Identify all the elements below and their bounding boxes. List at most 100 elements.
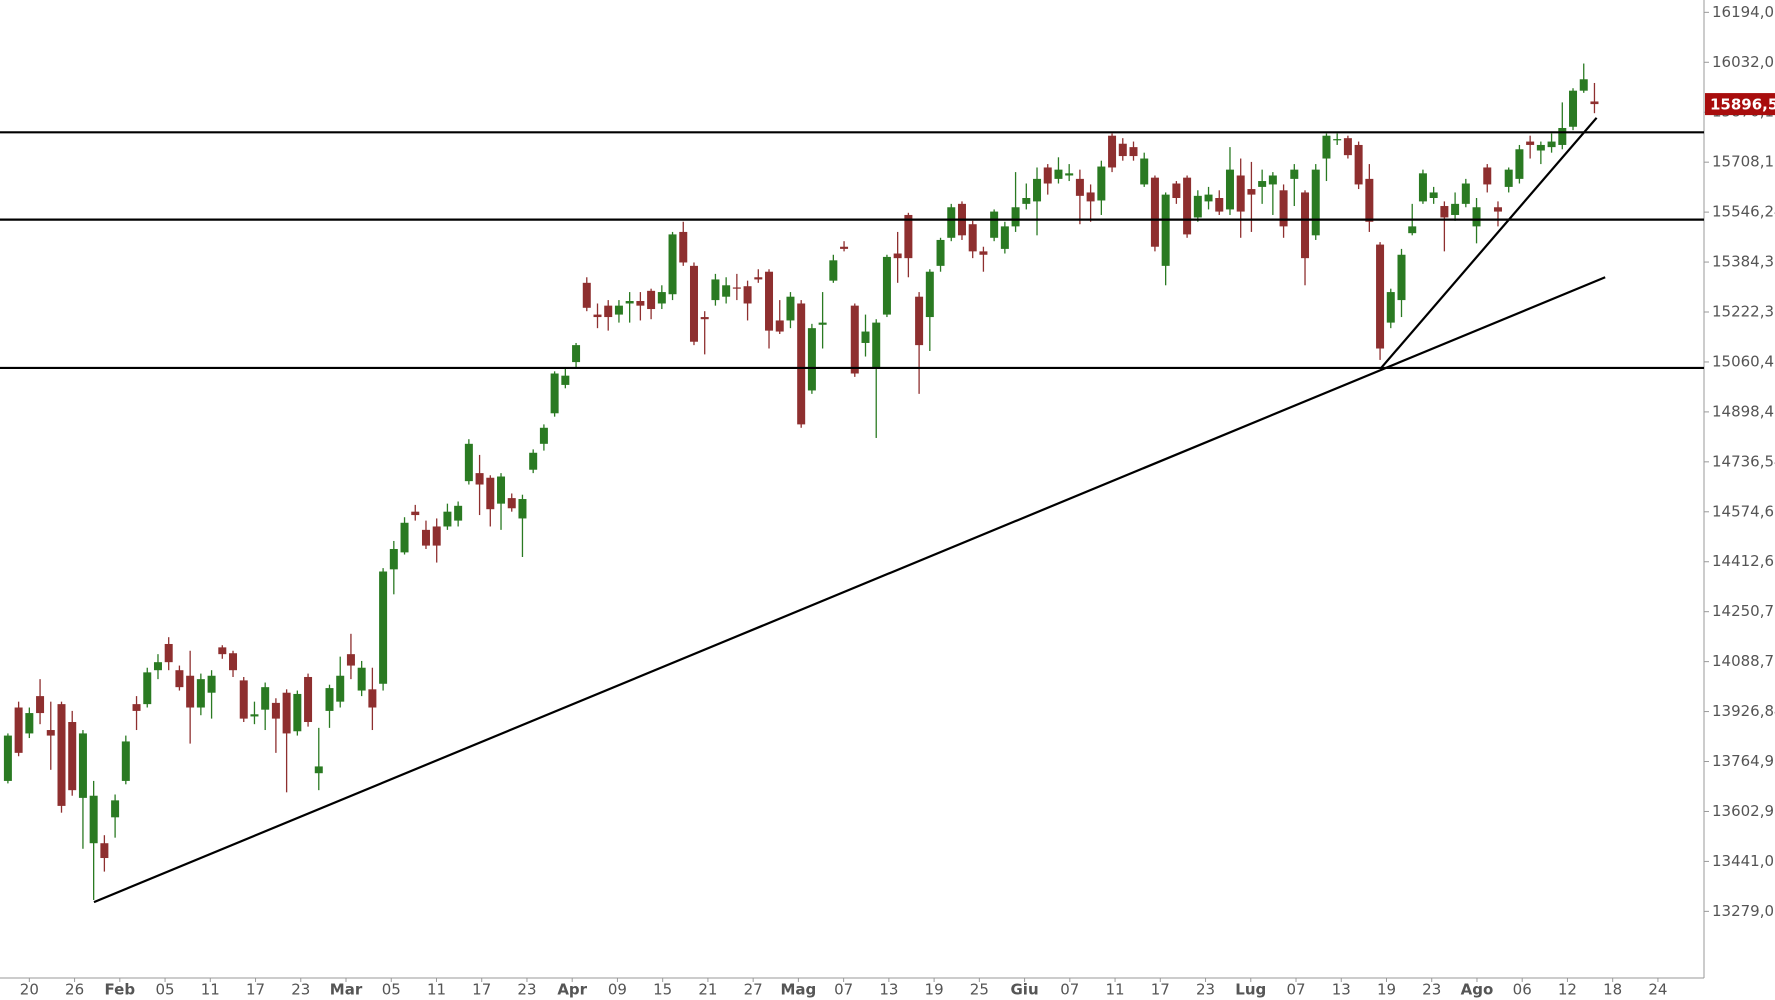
candle-body bbox=[196, 679, 205, 708]
candle-body bbox=[1172, 183, 1181, 199]
x-tick-label: 15 bbox=[653, 981, 672, 999]
y-tick-label: 16032,06 bbox=[1712, 53, 1775, 71]
candle-body bbox=[507, 498, 516, 509]
candle-body bbox=[379, 571, 388, 684]
candle-body bbox=[561, 375, 570, 385]
candle-body bbox=[1065, 173, 1074, 176]
candle-body bbox=[1000, 226, 1009, 249]
candle-body bbox=[700, 317, 709, 320]
y-tick-label: 14898,48 bbox=[1712, 402, 1775, 420]
candle-body bbox=[722, 285, 731, 297]
candle-body bbox=[46, 730, 55, 736]
candle-body bbox=[282, 692, 291, 734]
candle-body bbox=[304, 676, 313, 723]
candle-body bbox=[250, 714, 259, 717]
candle-body bbox=[293, 693, 302, 732]
candle-body bbox=[207, 675, 216, 693]
candle-body bbox=[818, 322, 827, 325]
x-tick-label: 11 bbox=[201, 981, 220, 999]
y-tick-label: 15546,24 bbox=[1712, 203, 1775, 221]
x-tick-label: 06 bbox=[1513, 981, 1532, 999]
y-tick-label: 13926,84 bbox=[1712, 702, 1775, 720]
x-tick-label: Feb bbox=[105, 981, 136, 999]
x-tick-label: 05 bbox=[156, 981, 175, 999]
candle-body bbox=[89, 795, 98, 844]
y-tick-label: 13764,90 bbox=[1712, 752, 1775, 770]
y-tick-label: 15708,18 bbox=[1712, 153, 1775, 171]
candle-body bbox=[797, 303, 806, 425]
candle-body bbox=[968, 224, 977, 252]
candle-body bbox=[1236, 175, 1245, 212]
candle-body bbox=[614, 305, 623, 315]
candle-body bbox=[1118, 143, 1127, 157]
x-tick-label: 19 bbox=[1377, 981, 1396, 999]
x-tick-label: 24 bbox=[1648, 981, 1667, 999]
y-tick-label: 13441,02 bbox=[1712, 852, 1775, 870]
candle-body bbox=[1569, 90, 1578, 127]
candle-body bbox=[143, 672, 152, 705]
x-tick-label: 13 bbox=[879, 981, 898, 999]
y-tick-label: 14574,60 bbox=[1712, 502, 1775, 520]
candle-body bbox=[164, 643, 173, 663]
x-tick-label: 17 bbox=[472, 981, 491, 999]
candle-body bbox=[1354, 144, 1363, 185]
candle-body bbox=[57, 704, 66, 806]
candle-body bbox=[625, 301, 634, 304]
candle-body bbox=[636, 301, 645, 306]
candle-body bbox=[132, 704, 141, 711]
candle-body bbox=[882, 256, 891, 315]
candle-body bbox=[357, 667, 366, 691]
x-tick-label: 18 bbox=[1603, 981, 1622, 999]
candle-body bbox=[239, 680, 248, 719]
x-tick-label: Apr bbox=[557, 981, 587, 999]
candle-body bbox=[872, 322, 881, 369]
candle-body bbox=[261, 687, 270, 710]
candle-body bbox=[3, 735, 12, 781]
candle-body bbox=[218, 647, 227, 655]
candle-body bbox=[1301, 192, 1310, 259]
candle-body bbox=[1311, 169, 1320, 236]
candle-body bbox=[421, 529, 430, 546]
candle-body bbox=[78, 733, 87, 798]
x-tick-label: 11 bbox=[427, 981, 446, 999]
x-tick-label: 09 bbox=[608, 981, 627, 999]
candle-body bbox=[1022, 198, 1031, 204]
candle-body bbox=[1140, 158, 1149, 185]
trendline bbox=[93, 276, 1606, 904]
candle-body bbox=[647, 290, 656, 310]
candle-body bbox=[1054, 169, 1063, 179]
candle-body bbox=[1043, 167, 1052, 184]
x-tick-label: 17 bbox=[246, 981, 265, 999]
candle-body bbox=[1397, 254, 1406, 301]
candle-body bbox=[904, 214, 913, 259]
candle-body bbox=[572, 345, 581, 363]
candle-body bbox=[1472, 207, 1481, 227]
candle-body bbox=[582, 282, 591, 308]
candle-body bbox=[1483, 167, 1492, 185]
candle-body bbox=[14, 707, 23, 753]
candle-body bbox=[1129, 147, 1138, 157]
last-price-label: 15896,50 bbox=[1710, 96, 1775, 114]
candle-body bbox=[1429, 192, 1438, 199]
x-tick-label: 21 bbox=[698, 981, 717, 999]
candle-body bbox=[657, 292, 666, 304]
candle-body bbox=[604, 305, 613, 318]
x-tick-label: 07 bbox=[834, 981, 853, 999]
candle-body bbox=[1408, 226, 1417, 234]
candle-body bbox=[1440, 206, 1449, 218]
x-tick-label: 23 bbox=[1196, 981, 1215, 999]
x-tick-label: Giu bbox=[1011, 981, 1039, 999]
candle-body bbox=[400, 522, 409, 553]
y-tick-label: 15060,42 bbox=[1712, 352, 1775, 370]
y-tick-label: 15222,36 bbox=[1712, 303, 1775, 321]
candle-body bbox=[1268, 175, 1277, 185]
candle-body bbox=[979, 251, 988, 255]
y-tick-label: 13602,96 bbox=[1712, 802, 1775, 820]
candle-body bbox=[100, 843, 109, 859]
candle-body bbox=[153, 662, 162, 671]
candle-body bbox=[1333, 139, 1342, 141]
candle-body bbox=[1108, 135, 1117, 168]
candle-body bbox=[464, 443, 473, 482]
candle-body bbox=[1418, 173, 1427, 202]
candle-body bbox=[1536, 144, 1545, 151]
